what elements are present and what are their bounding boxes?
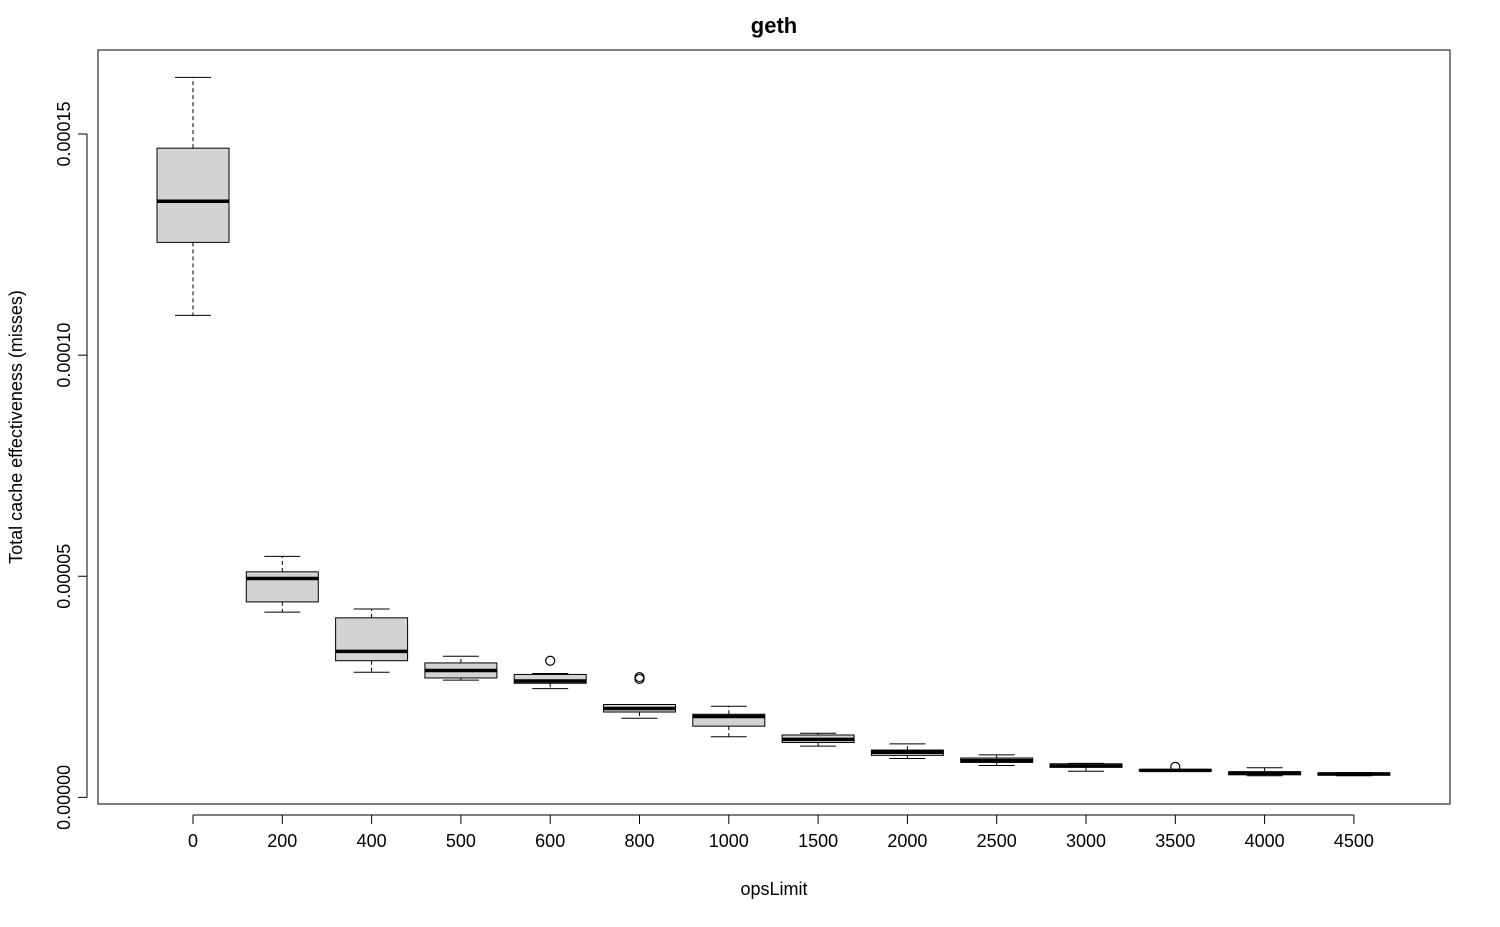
x-tick-label: 600 xyxy=(535,831,565,851)
x-axis-label: opsLimit xyxy=(740,879,807,899)
x-tick-label: 2000 xyxy=(887,831,927,851)
x-tick-label: 4000 xyxy=(1245,831,1285,851)
y-axis: 0.00000 0.00005 0.00010 0.00015 xyxy=(54,101,88,830)
y-tick-label: 0.00000 xyxy=(54,765,74,830)
x-tick-label: 400 xyxy=(357,831,387,851)
x-tick-label: 3500 xyxy=(1155,831,1195,851)
x-tick-label: 3000 xyxy=(1066,831,1106,851)
y-tick-label: 0.00015 xyxy=(54,101,74,166)
y-tick-label: 0.00005 xyxy=(54,544,74,609)
box-iqr xyxy=(335,617,409,662)
box-1500 xyxy=(781,732,855,747)
box-0 xyxy=(156,76,230,316)
box-200 xyxy=(245,555,319,613)
plot-area-frame xyxy=(97,49,1451,805)
y-tick-label: 0.00010 xyxy=(54,323,74,388)
x-tick-label: 200 xyxy=(267,831,297,851)
box-500 xyxy=(424,655,498,681)
x-tick-label: 800 xyxy=(624,831,654,851)
box-800 xyxy=(603,671,676,719)
box-iqr xyxy=(513,673,587,684)
outlier-point xyxy=(1170,761,1181,772)
x-tick-label: 4500 xyxy=(1334,831,1374,851)
outlier-point xyxy=(545,655,556,666)
x-axis: 0 200 400 500 600 800 1000 1500 2000 2500 3000 3500… xyxy=(188,814,1374,851)
box-iqr xyxy=(692,713,766,727)
x-tick-label: 1000 xyxy=(709,831,749,851)
box-4500 xyxy=(1317,772,1391,777)
chart-title: geth xyxy=(751,13,797,38)
x-tick-label: 2500 xyxy=(977,831,1017,851)
box-4000 xyxy=(1228,767,1302,777)
box-series xyxy=(156,76,1391,777)
box-3500 xyxy=(1138,761,1212,773)
outlier-point xyxy=(634,671,645,683)
y-axis-label: Total cache effectiveness (misses) xyxy=(6,290,26,564)
box-600 xyxy=(513,655,587,690)
box-iqr xyxy=(245,571,319,603)
box-400 xyxy=(335,608,409,673)
box-1000 xyxy=(692,705,766,738)
box-2500 xyxy=(960,754,1034,767)
box-3000 xyxy=(1049,762,1123,772)
x-tick-label: 0 xyxy=(188,831,198,851)
box-iqr xyxy=(156,147,230,243)
x-tick-label: 500 xyxy=(446,831,476,851)
x-tick-label: 1500 xyxy=(798,831,838,851)
box-2000 xyxy=(870,743,944,759)
